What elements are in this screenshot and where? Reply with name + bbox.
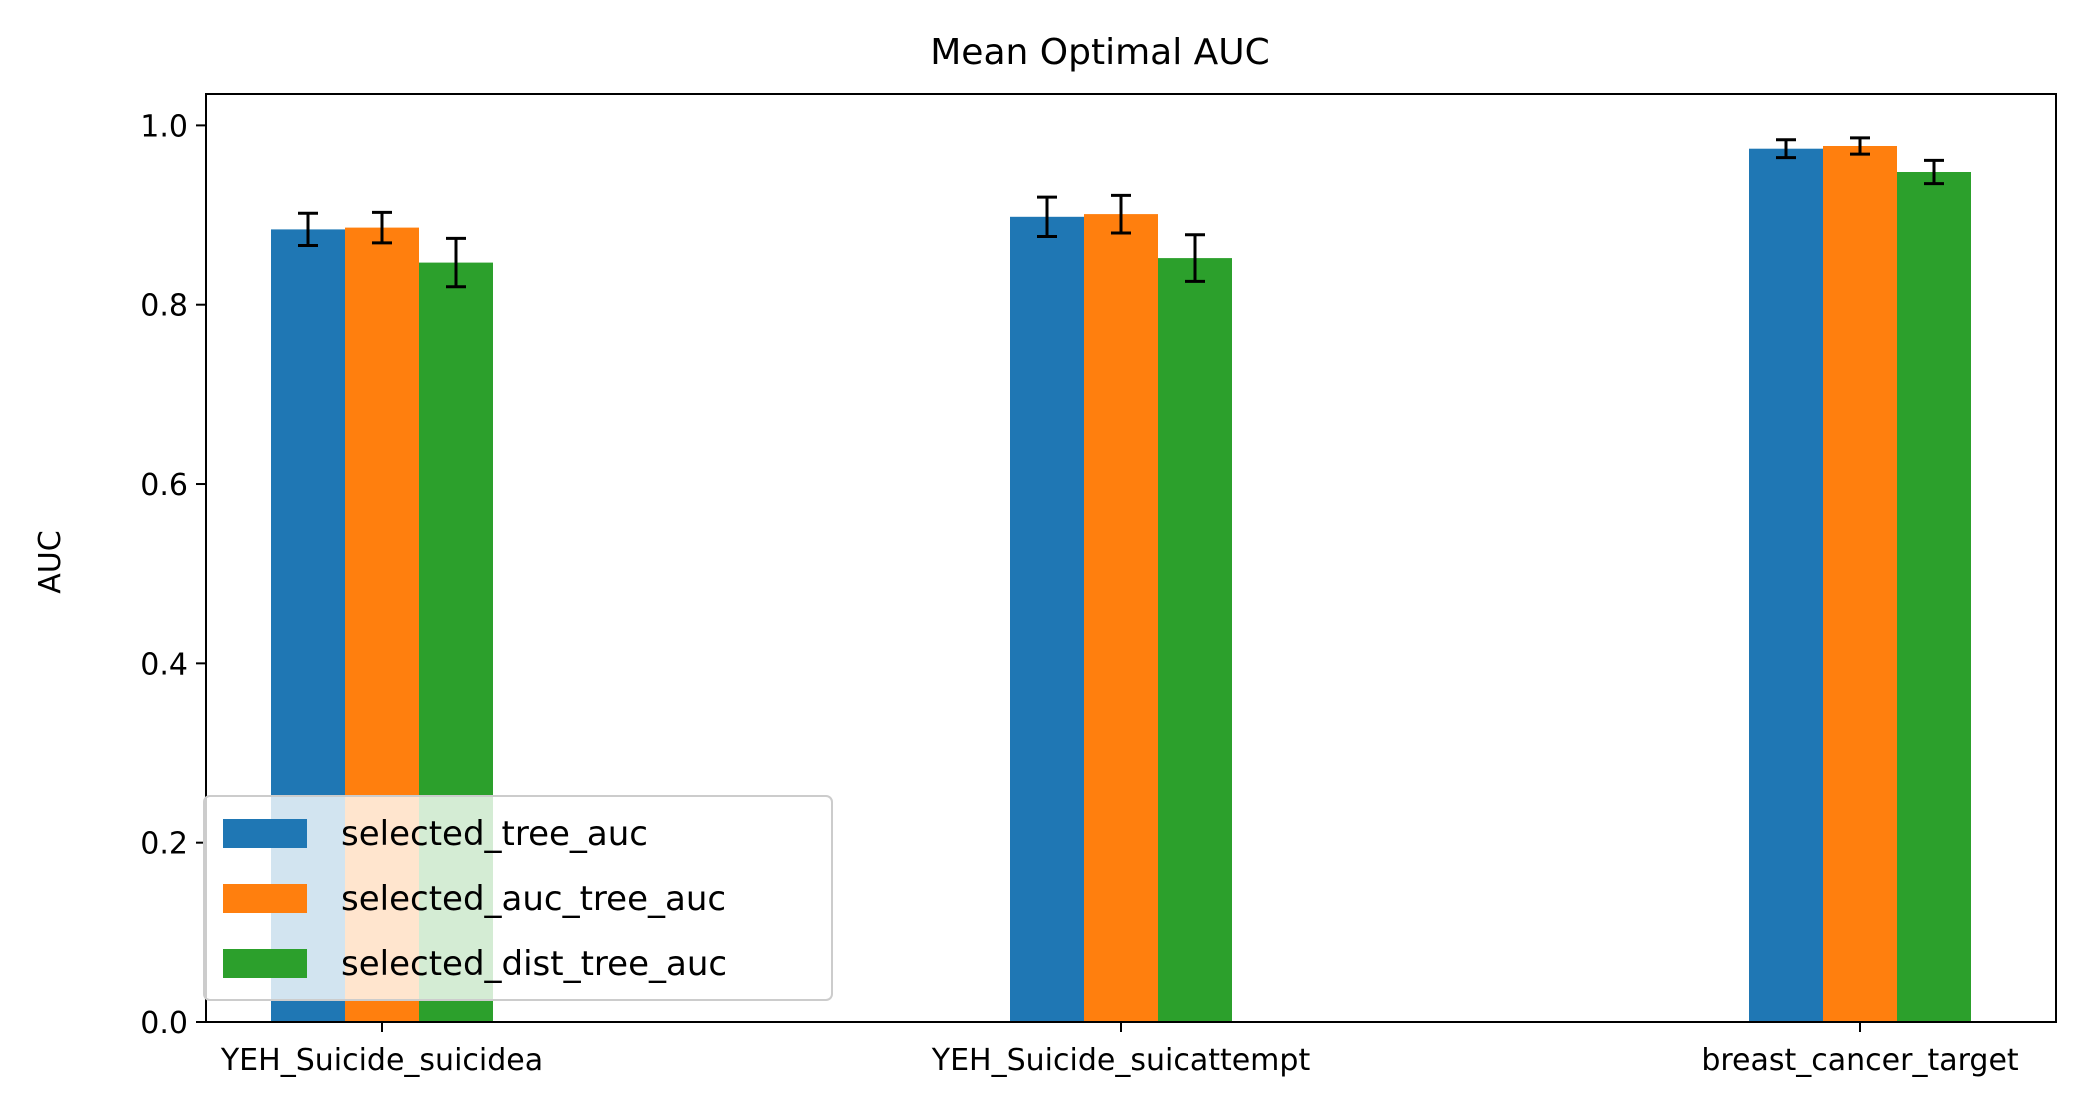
- error-bar-selected_tree_auc-breast_cancer_target: [1776, 138, 1796, 160]
- bars-layer: [271, 146, 1971, 1023]
- error-bar-selected_auc_tree_auc-YEH_Suicide_suicattempt: [1111, 193, 1131, 235]
- bar-selected_tree_auc-YEH_Suicide_suicattempt: [1010, 216, 1084, 1023]
- error-bar-selected_dist_tree_auc-breast_cancer_target: [1924, 158, 1944, 186]
- plot-frame: [205, 93, 2057, 1023]
- x-tick-label: breast_cancer_target: [1701, 1043, 2019, 1078]
- y-tick-label: 0.4: [140, 647, 188, 682]
- legend-label-selected_dist_tree_auc: selected_dist_tree_auc: [341, 944, 727, 984]
- legend-label-selected_tree_auc: selected_tree_auc: [341, 814, 648, 854]
- bar-selected_tree_auc-breast_cancer_target: [1749, 148, 1823, 1022]
- y-tick-label: 0.2: [140, 827, 188, 862]
- error-bar-selected_tree_auc-YEH_Suicide_suicattempt: [1037, 195, 1057, 239]
- y-axis-label: AUC: [33, 530, 68, 593]
- axes-layer: YEH_Suicide_suicidea YEH_Suicide_suicatte…: [140, 93, 2057, 1078]
- error-bar-selected_auc_tree_auc-breast_cancer_target: [1850, 136, 1870, 156]
- legend-box: [203, 795, 833, 1001]
- error-bar-selected_dist_tree_auc-YEH_Suicide_suicidea: [446, 236, 466, 289]
- bar-selected_dist_tree_auc-breast_cancer_target: [1897, 172, 1971, 1022]
- chart-title: Mean Optimal AUC: [930, 32, 1270, 73]
- bar-selected_auc_tree_auc-YEH_Suicide_suicattempt: [1084, 214, 1158, 1023]
- y-tick-label: 0.8: [140, 289, 188, 324]
- legend-swatch-selected_auc_tree_auc: [223, 884, 307, 913]
- y-tick-label: 0.0: [140, 1006, 188, 1041]
- error-bars-layer: [298, 136, 1944, 289]
- bar-selected_dist_tree_auc-YEH_Suicide_suicattempt: [1158, 258, 1232, 1023]
- error-bar-selected_dist_tree_auc-YEH_Suicide_suicattempt: [1185, 233, 1205, 283]
- legend-swatch-selected_dist_tree_auc: [223, 949, 307, 978]
- legend-swatch-selected_tree_auc: [223, 819, 307, 848]
- legend: selected_tree_auc selected_auc_tree_aucse…: [203, 795, 833, 1001]
- y-tick-label: 1.0: [140, 109, 188, 144]
- y-tick-label: 0.6: [140, 468, 188, 503]
- error-bar-selected_tree_auc-YEH_Suicide_suicidea: [298, 211, 318, 248]
- error-bar-selected_auc_tree_auc-YEH_Suicide_suicidea: [372, 210, 392, 245]
- legend-label-selected_auc_tree_auc: selected_auc_tree_auc: [341, 879, 726, 919]
- x-tick-label: YEH_Suicide_suicattempt: [931, 1043, 1311, 1078]
- bar-selected_auc_tree_auc-breast_cancer_target: [1823, 146, 1897, 1022]
- x-tick-label: YEH_Suicide_suicidea: [220, 1043, 543, 1078]
